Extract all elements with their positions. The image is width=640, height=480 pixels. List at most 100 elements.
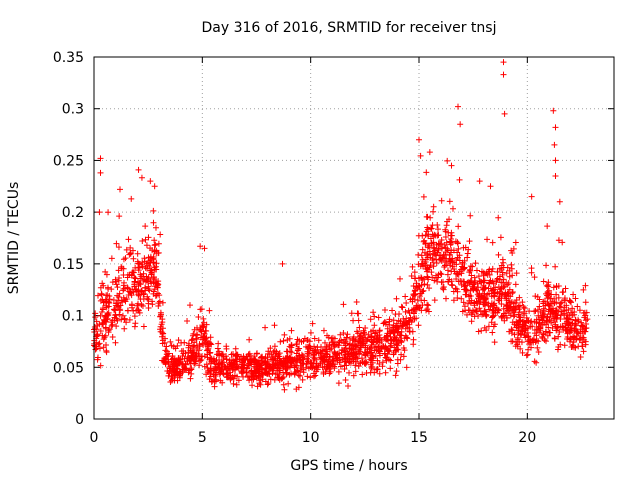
data-point [376, 370, 383, 377]
data-point [394, 340, 401, 347]
data-point [342, 377, 349, 384]
data-point [442, 295, 449, 302]
data-point [406, 309, 413, 316]
data-point [531, 358, 538, 365]
data-point [523, 352, 530, 359]
data-point [553, 307, 560, 314]
data-point [211, 383, 218, 390]
data-point [459, 260, 466, 267]
data-point [108, 322, 115, 329]
data-point [495, 251, 502, 258]
data-point [455, 245, 462, 252]
data-point [345, 351, 352, 358]
data-point [580, 348, 587, 355]
data-point [243, 353, 250, 360]
data-point [406, 324, 413, 331]
data-point [359, 359, 366, 366]
data-point [94, 354, 101, 361]
data-point [540, 305, 547, 312]
data-point [283, 348, 290, 355]
data-point [256, 357, 263, 364]
data-point [213, 376, 220, 383]
data-point [522, 327, 529, 334]
y-axis-label: SRMTID / TECUs [6, 182, 22, 295]
data-point [561, 297, 568, 304]
data-point [481, 301, 488, 308]
data-point [550, 315, 557, 322]
data-point [240, 364, 247, 371]
data-point [147, 178, 154, 185]
data-point [396, 332, 403, 339]
data-point [544, 289, 551, 296]
data-point [519, 318, 526, 325]
data-point [201, 363, 208, 370]
data-point [311, 335, 318, 342]
data-point [139, 259, 146, 266]
data-point [94, 322, 101, 329]
data-point [118, 265, 125, 272]
data-point [213, 356, 220, 363]
data-point [423, 213, 430, 220]
data-point [189, 353, 196, 360]
data-point [127, 250, 134, 257]
data-point [512, 299, 519, 306]
data-point [445, 278, 452, 285]
data-point [574, 328, 581, 335]
data-point [489, 239, 496, 246]
data-point [502, 291, 509, 298]
data-point [575, 318, 582, 325]
data-point [92, 346, 99, 353]
data-point [344, 340, 351, 347]
data-point [557, 323, 564, 330]
data-point [564, 336, 571, 343]
data-point [426, 248, 433, 255]
data-point [409, 315, 416, 322]
data-point [346, 341, 353, 348]
data-point [434, 226, 441, 233]
data-point [547, 295, 554, 302]
data-point [461, 283, 468, 290]
data-point [235, 377, 242, 384]
data-point [121, 325, 128, 332]
data-point [356, 334, 363, 341]
data-point [105, 209, 112, 216]
data-point [122, 298, 129, 305]
data-point [428, 240, 435, 247]
data-point [376, 339, 383, 346]
data-point [500, 59, 507, 66]
data-point [512, 239, 519, 246]
data-point [544, 223, 551, 230]
data-point [435, 247, 442, 254]
data-point [321, 363, 328, 370]
data-point [206, 349, 213, 356]
data-point [476, 277, 483, 284]
data-point [353, 299, 360, 306]
data-point [491, 339, 498, 346]
data-point [402, 325, 409, 332]
data-point [186, 302, 193, 309]
data-point [552, 172, 559, 179]
data-point [161, 358, 168, 365]
data-point [454, 239, 461, 246]
data-point [252, 368, 259, 375]
data-point [444, 245, 451, 252]
data-point [555, 237, 562, 244]
data-point [446, 198, 453, 205]
data-point [176, 358, 183, 365]
grid [94, 57, 614, 419]
data-point [248, 356, 255, 363]
data-point [319, 348, 326, 355]
data-point [305, 345, 312, 352]
data-point [153, 247, 160, 254]
data-point [539, 317, 546, 324]
data-point [326, 342, 333, 349]
data-point [274, 364, 281, 371]
data-point [416, 136, 422, 143]
data-point [184, 318, 191, 325]
data-point [560, 288, 567, 295]
data-point [314, 344, 321, 351]
data-point [156, 300, 163, 307]
data-point [135, 260, 142, 267]
data-point [344, 355, 351, 362]
data-point [364, 350, 371, 357]
